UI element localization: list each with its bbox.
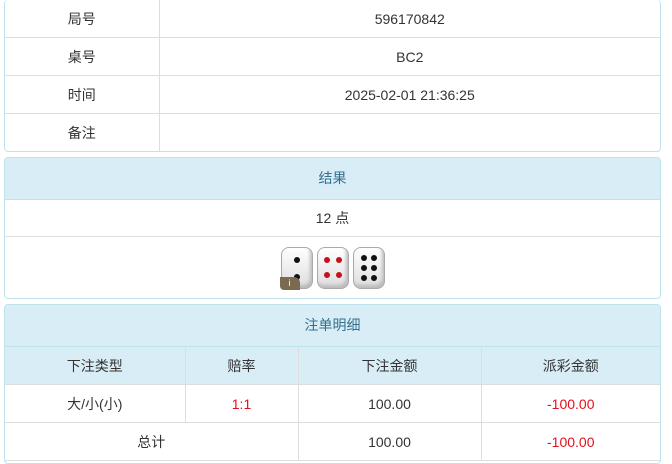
total-label: 总计 — [5, 422, 299, 461]
header-bet-type: 下注类型 — [5, 347, 186, 385]
bet-detail-title: 注单明细 — [5, 305, 660, 347]
info-label: 时间 — [5, 75, 160, 114]
result-points: 12 点 — [5, 200, 660, 237]
die-4 — [316, 247, 349, 289]
die-2: i — [279, 247, 313, 290]
result-title: 结果 — [5, 158, 660, 200]
round-info-table: 局号 596170842 桌号 BC2 时间 2025-02-01 21:36:25 … — [5, 0, 660, 151]
die-6 — [352, 247, 385, 289]
header-bet-amount: 下注金额 — [297, 347, 482, 385]
total-payout: -100.00 — [480, 422, 660, 461]
table-row: 备注 — [5, 113, 660, 151]
bet-detail-panel: 注单明细 下注类型 赔率 下注金额 派彩金额 大/小(小) 1:1 100.00… — [4, 304, 661, 464]
odds: 1:1 — [184, 384, 299, 423]
table-header-row: 下注类型 赔率 下注金额 派彩金额 — [5, 347, 660, 385]
bet-amount: 100.00 — [297, 384, 482, 423]
total-row: 总计 100.00 -100.00 — [5, 422, 660, 461]
table-row: 局号 596170842 — [5, 0, 660, 38]
time-value: 2025-02-01 21:36:25 — [158, 75, 660, 114]
table-row: 大/小(小) 1:1 100.00 -100.00 — [5, 384, 660, 423]
table-id: BC2 — [158, 37, 660, 76]
bet-type: 大/小(小) — [5, 384, 186, 423]
round-info-panel: 局号 596170842 桌号 BC2 时间 2025-02-01 21:36:25 … — [4, 0, 661, 152]
info-label: 桌号 — [5, 37, 160, 76]
total-amount: 100.00 — [297, 422, 482, 461]
payout: -100.00 — [480, 384, 660, 423]
info-label: 局号 — [5, 0, 160, 38]
info-badge-icon[interactable]: i — [279, 277, 300, 290]
header-odds: 赔率 — [184, 347, 299, 385]
info-label: 备注 — [5, 113, 160, 151]
bet-detail-table: 下注类型 赔率 下注金额 派彩金额 大/小(小) 1:1 100.00 -100… — [5, 347, 660, 461]
remark-value — [158, 113, 660, 151]
round-id: 596170842 — [158, 0, 660, 38]
result-panel: 结果 12 点 i — [4, 157, 661, 299]
table-row: 桌号 BC2 — [5, 37, 660, 76]
header-payout: 派彩金额 — [480, 347, 660, 385]
table-row: 时间 2025-02-01 21:36:25 — [5, 75, 660, 114]
dice-row: i — [5, 237, 660, 298]
